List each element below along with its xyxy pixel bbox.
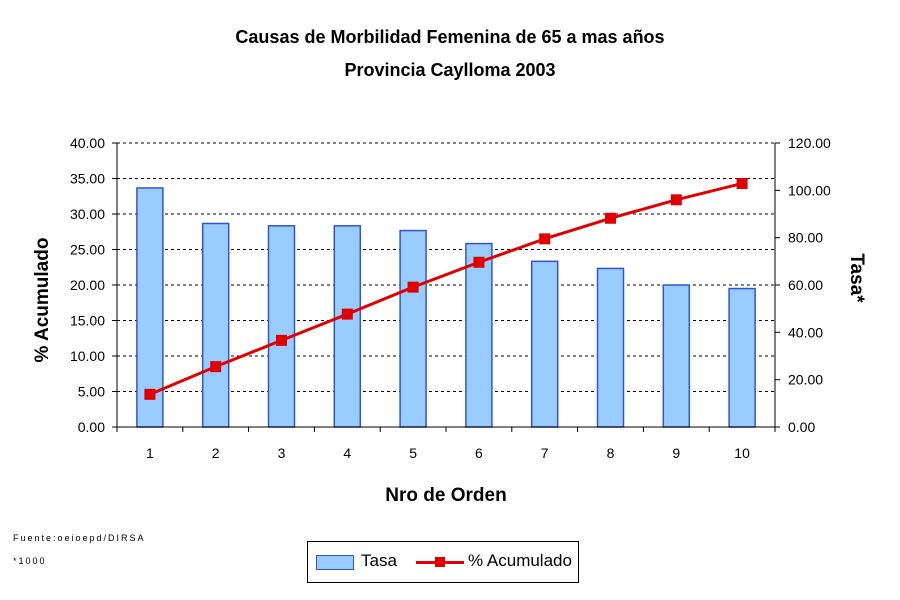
chart-subtitle: Provincia Caylloma 2003 xyxy=(344,60,556,80)
bar xyxy=(333,225,362,428)
line-marker xyxy=(407,281,419,293)
y-right-tick-label: 0.00 xyxy=(788,419,815,435)
line-marker xyxy=(605,212,616,224)
x-axis-title: Nro de Orden xyxy=(385,485,506,506)
rate-note: *1000 xyxy=(13,556,47,566)
x-tick-label: 5 xyxy=(409,445,417,461)
line-marker xyxy=(210,361,222,373)
legend-line-label: % Acumulado xyxy=(468,551,572,570)
bar xyxy=(728,287,756,428)
bar xyxy=(201,222,230,428)
legend-bar-label: Tasa xyxy=(361,551,397,570)
y-left-tick-label: 40.00 xyxy=(70,135,105,151)
bar xyxy=(267,225,296,428)
series-line xyxy=(149,182,743,396)
y-left-tick-label: 0.00 xyxy=(78,419,105,435)
x-tick-label: 6 xyxy=(475,445,483,461)
bar xyxy=(662,284,691,428)
y-left-tick-label: 35.00 xyxy=(70,171,105,187)
x-tick-label: 4 xyxy=(343,445,351,461)
y-left-tick-label: 10.00 xyxy=(70,348,105,364)
line-marker xyxy=(670,194,682,206)
bar xyxy=(530,260,559,428)
line-marker xyxy=(473,256,485,268)
y-left-tick-label: 15.00 xyxy=(70,313,105,329)
bar xyxy=(465,242,493,428)
x-tick-label: 9 xyxy=(672,445,680,461)
y-right-tick-label: 100.00 xyxy=(788,182,831,198)
y-right-tick-label: 40.00 xyxy=(788,324,823,340)
x-tick-label: 1 xyxy=(146,445,154,461)
y-left-tick-label: 25.00 xyxy=(70,242,105,258)
source-note: Fuente:oeioepd/DIRSA xyxy=(13,533,146,543)
legend-bar-swatch xyxy=(316,555,354,570)
line-marker xyxy=(539,233,551,245)
line-marker xyxy=(736,177,748,189)
y-right-tick-label: 60.00 xyxy=(788,277,823,293)
bar xyxy=(399,229,427,428)
line-marker xyxy=(276,334,287,346)
x-tick-label: 8 xyxy=(607,445,615,461)
line-marker xyxy=(341,308,353,320)
y-left-tick-label: 30.00 xyxy=(70,206,105,222)
y-right-tick-label: 80.00 xyxy=(788,230,823,246)
x-tick-label: 2 xyxy=(212,445,220,461)
chart-title: Causas de Morbilidad Femenina de 65 a ma… xyxy=(235,27,665,47)
y-left-tick-label: 5.00 xyxy=(78,384,105,400)
bar xyxy=(596,267,625,428)
legend-line-marker xyxy=(435,557,445,567)
y-left-axis-title: % Acumulado xyxy=(32,238,53,363)
x-tick-label: 10 xyxy=(734,445,750,461)
y-right-tick-label: 20.00 xyxy=(788,372,823,388)
y-right-tick-label: 120.00 xyxy=(788,135,831,151)
x-tick-label: 3 xyxy=(278,445,286,461)
legend: Tasa % Acumulado xyxy=(307,541,579,583)
y-left-tick-label: 20.00 xyxy=(70,277,105,293)
x-tick-label: 7 xyxy=(541,445,549,461)
y-right-axis-title: Tasa* xyxy=(846,253,867,303)
line-marker xyxy=(144,388,156,400)
